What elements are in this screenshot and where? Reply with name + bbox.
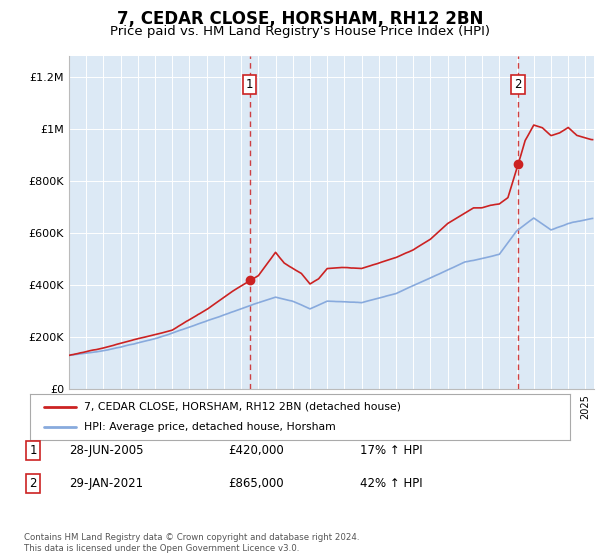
Text: 17% ↑ HPI: 17% ↑ HPI [360,444,422,458]
Text: £865,000: £865,000 [228,477,284,490]
Text: 7, CEDAR CLOSE, HORSHAM, RH12 2BN (detached house): 7, CEDAR CLOSE, HORSHAM, RH12 2BN (detac… [84,402,401,412]
Text: 2: 2 [29,477,37,490]
Text: HPI: Average price, detached house, Horsham: HPI: Average price, detached house, Hors… [84,422,336,432]
Text: 2: 2 [514,78,521,91]
Text: 29-JAN-2021: 29-JAN-2021 [69,477,143,490]
Text: Price paid vs. HM Land Registry's House Price Index (HPI): Price paid vs. HM Land Registry's House … [110,25,490,38]
Text: 7, CEDAR CLOSE, HORSHAM, RH12 2BN: 7, CEDAR CLOSE, HORSHAM, RH12 2BN [117,10,483,28]
Text: Contains HM Land Registry data © Crown copyright and database right 2024.
This d: Contains HM Land Registry data © Crown c… [24,533,359,553]
Text: 1: 1 [246,78,253,91]
Text: 28-JUN-2005: 28-JUN-2005 [69,444,143,458]
Text: 42% ↑ HPI: 42% ↑ HPI [360,477,422,490]
Text: 1: 1 [29,444,37,458]
Text: £420,000: £420,000 [228,444,284,458]
